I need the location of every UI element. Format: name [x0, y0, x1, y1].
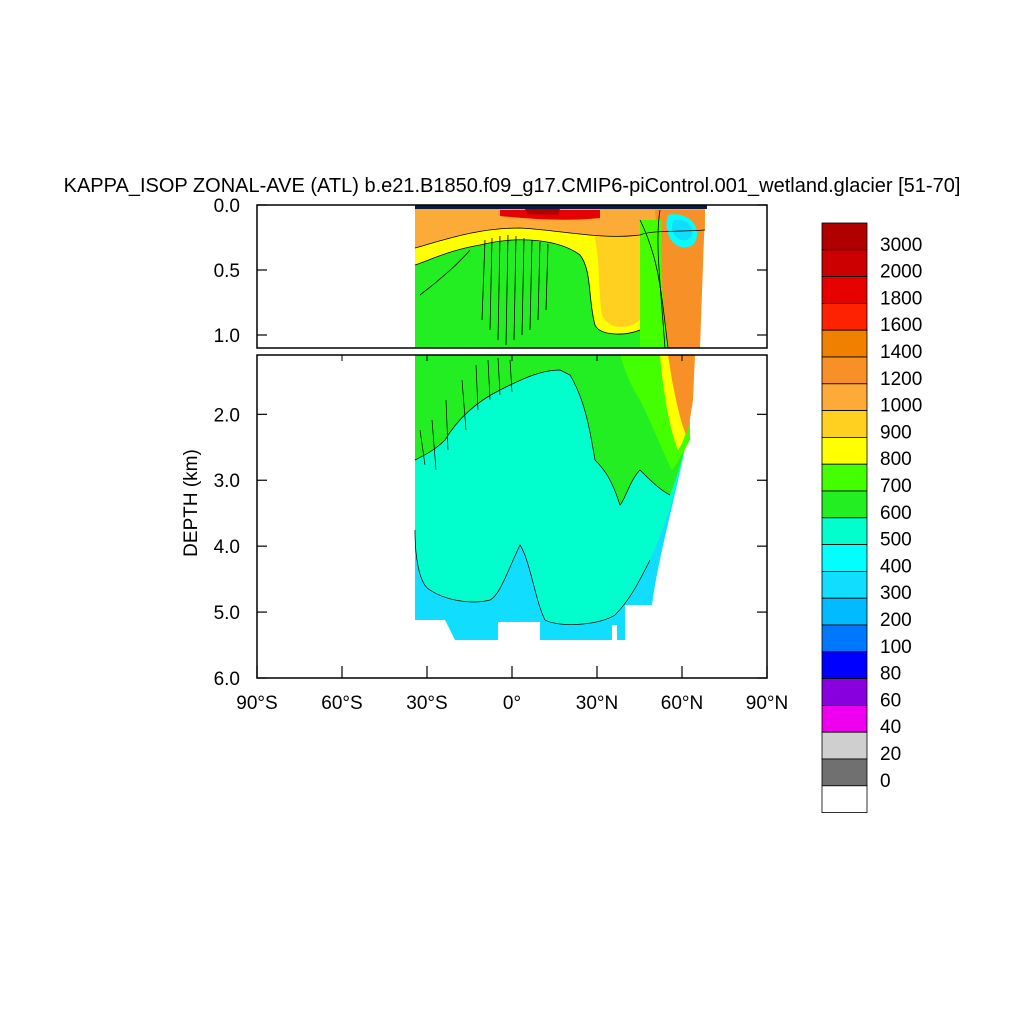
colorbar-label: 3000 — [880, 235, 922, 256]
colorbar-label: 20 — [880, 744, 901, 765]
colorbar-swatch — [821, 222, 868, 251]
colorbar-swatch — [821, 329, 868, 358]
upper-surface-skin — [415, 205, 707, 209]
colorbar-swatch — [821, 651, 868, 679]
lower-orange — [668, 355, 695, 435]
lower-contour-lines — [414, 357, 671, 625]
colorbar-label: 1000 — [880, 396, 922, 417]
y-tick-label: 2.0 — [214, 405, 240, 426]
colorbar-label: 1400 — [880, 342, 922, 363]
colorbar-swatch — [821, 463, 868, 492]
colorbar-label: 400 — [880, 556, 912, 577]
y-tick-label: 1.0 — [214, 326, 240, 347]
colorbar: 3000200018001600140012001000900800700600… — [821, 222, 922, 813]
colorbar-swatch — [821, 544, 868, 572]
y-axis-label: DEPTH (km) — [181, 449, 202, 557]
upper-darkred-surface — [525, 209, 560, 215]
colorbar-label: 100 — [880, 637, 912, 658]
colorbar-label: 40 — [880, 717, 901, 738]
axis-ticks: 90°S 60°S 30°S 0° 30°N 60°N 90°N 0.0 0.5 1.0 2.0 3.… — [214, 196, 789, 714]
colorbar-swatch — [821, 356, 868, 385]
colorbar-swatch — [821, 624, 868, 653]
y-tick-label: 3.0 — [214, 471, 240, 492]
y-tick-label: 0.0 — [214, 196, 240, 217]
upper-contour-lines — [414, 209, 706, 348]
colorbar-swatch — [821, 517, 868, 545]
colorbar-label: 80 — [880, 664, 901, 685]
colorbar-swatch — [821, 276, 868, 304]
colorbar-swatch — [821, 249, 868, 278]
x-tick-label: 0° — [503, 693, 521, 714]
y-tick-label: 5.0 — [214, 603, 240, 624]
lower-panel-fills — [414, 355, 695, 642]
colorbar-label: 900 — [880, 422, 912, 443]
colorbar-label: 800 — [880, 449, 912, 470]
colorbar-label: 1600 — [880, 315, 922, 336]
y-tick-label: 0.5 — [214, 261, 240, 282]
x-tick-label: 30°S — [406, 693, 447, 714]
colorbar-label: 1800 — [880, 288, 922, 309]
colorbar-label: 600 — [880, 503, 912, 524]
colorbar-swatch — [821, 758, 868, 787]
x-tick-label: 90°S — [236, 693, 277, 714]
upper-orange-surface — [415, 208, 705, 248]
upper-panel-frame — [256, 204, 768, 349]
colorbar-label: 60 — [880, 690, 901, 711]
colorbar-swatch — [821, 302, 868, 331]
colorbar-label: 300 — [880, 583, 912, 604]
colorbar-label: 0 — [880, 771, 891, 792]
colorbar-label: 500 — [880, 530, 912, 551]
upper-green-subpolar — [640, 220, 668, 348]
x-tick-label: 30°N — [576, 693, 618, 714]
colorbar-swatch — [821, 571, 868, 599]
y-tick-label: 4.0 — [214, 537, 240, 558]
colorbar-label: 200 — [880, 610, 912, 631]
chart-title: KAPPA_ISOP ZONAL-AVE (ATL) b.e21.B1850.f… — [64, 175, 961, 197]
colorbar-label: 2000 — [880, 262, 922, 283]
colorbar-swatch — [821, 597, 868, 626]
colorbar-swatch — [821, 436, 868, 465]
upper-yellow-east — [595, 215, 640, 327]
colorbar-swatch — [821, 410, 868, 438]
colorbar-label: 700 — [880, 476, 912, 497]
colorbar-swatch — [821, 490, 868, 519]
upper-labrador-inner — [671, 219, 692, 241]
x-tick-label: 60°N — [661, 693, 703, 714]
colorbar-swatch — [821, 785, 868, 813]
colorbar-swatch — [821, 383, 868, 411]
upper-red-surface — [500, 210, 600, 220]
upper-yellow-subtropical — [415, 210, 640, 335]
x-tick-label: 90°N — [746, 693, 788, 714]
colorbar-swatch — [821, 678, 868, 706]
lower-ocean-floor-gap-1 — [498, 622, 540, 642]
y-tick-label: 6.0 — [214, 669, 240, 690]
colorbar-swatch — [821, 705, 868, 733]
colorbar-label: 1200 — [880, 369, 922, 390]
x-tick-label: 60°S — [321, 693, 362, 714]
upper-panel-fills — [414, 205, 707, 348]
colorbar-swatch — [821, 731, 868, 760]
lower-ocean-floor-gap-2 — [612, 625, 617, 640]
lower-intermediate-700 — [415, 355, 690, 505]
